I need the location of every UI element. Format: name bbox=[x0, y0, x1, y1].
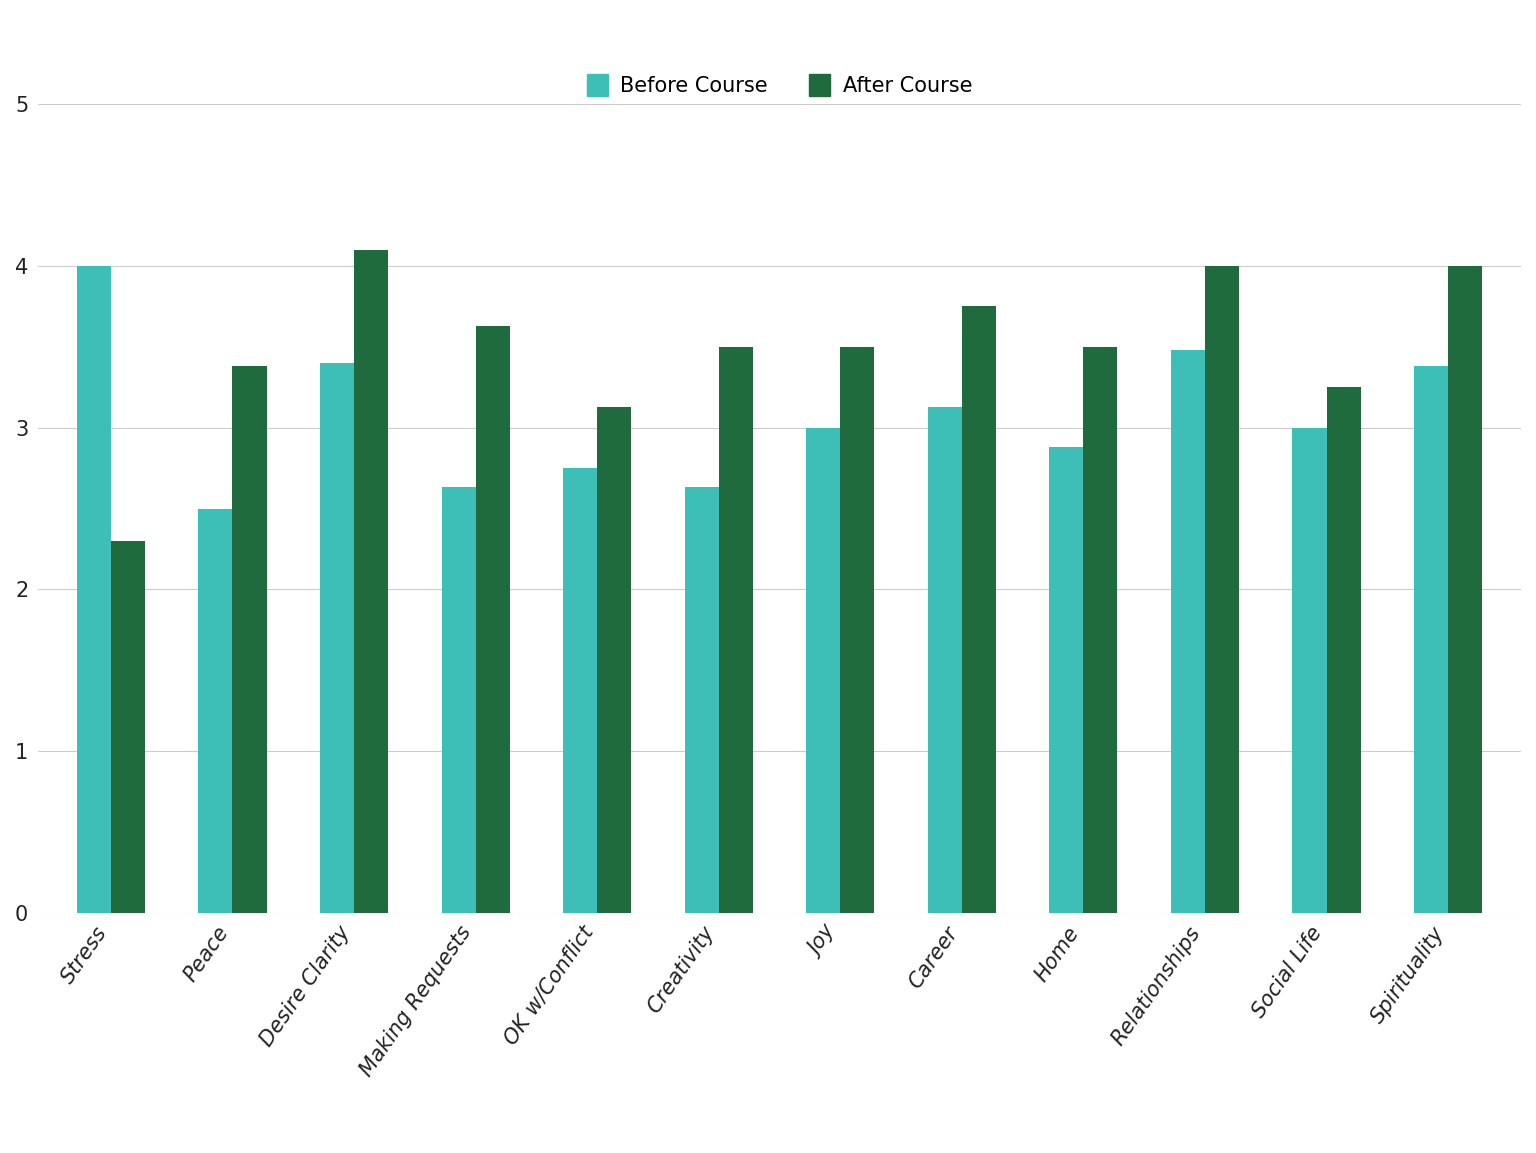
Bar bbox=[598, 407, 631, 913]
Bar bbox=[564, 468, 598, 913]
Bar bbox=[1448, 266, 1482, 913]
Bar bbox=[353, 249, 389, 913]
Bar bbox=[806, 428, 840, 913]
Bar bbox=[1049, 447, 1083, 913]
Bar bbox=[685, 488, 719, 913]
Bar bbox=[441, 488, 476, 913]
Bar bbox=[1170, 349, 1204, 913]
Bar bbox=[319, 363, 353, 913]
Bar bbox=[198, 508, 232, 913]
Bar bbox=[476, 325, 510, 913]
Bar bbox=[719, 347, 753, 913]
Bar bbox=[77, 266, 111, 913]
Bar bbox=[1292, 428, 1327, 913]
Bar bbox=[111, 541, 144, 913]
Bar bbox=[962, 307, 995, 913]
Bar bbox=[1327, 387, 1361, 913]
Bar bbox=[928, 407, 962, 913]
Bar bbox=[840, 347, 874, 913]
Bar bbox=[1083, 347, 1117, 913]
Bar bbox=[232, 367, 267, 913]
Bar bbox=[1415, 367, 1448, 913]
Bar bbox=[1204, 266, 1240, 913]
Legend: Before Course, After Course: Before Course, After Course bbox=[579, 66, 980, 104]
